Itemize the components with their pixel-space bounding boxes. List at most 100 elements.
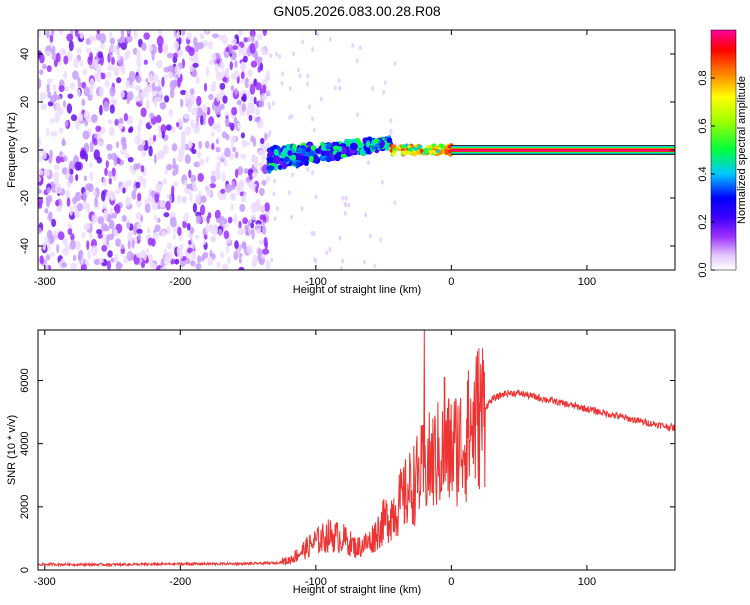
heatmap-speckle <box>47 78 53 84</box>
heatmap-speckle <box>255 220 262 226</box>
heatmap-speckle <box>301 39 305 45</box>
heatmap-speckle <box>311 170 314 176</box>
heatmap-speckle <box>174 65 181 75</box>
y-tick-label: 2000 <box>19 495 31 519</box>
heatmap-speckle <box>46 83 50 94</box>
heatmap-speckle <box>125 35 133 43</box>
heatmap-blob <box>301 147 306 155</box>
heatmap-speckle <box>225 117 230 128</box>
heatmap-speckle <box>298 73 302 79</box>
heatmap-speckle <box>50 130 58 137</box>
colorbar-label: Normalized spectral amplitude <box>736 76 748 224</box>
heatmap-speckle <box>221 263 229 270</box>
heatmap-speckle <box>208 93 214 101</box>
heatmap-speckle <box>179 73 183 83</box>
heatmap-speckle <box>171 126 176 134</box>
heatmap-speckle <box>249 42 256 54</box>
heatmap-speckle <box>42 241 46 251</box>
heatmap-speckle <box>191 69 198 78</box>
heatmap-speckle <box>61 262 68 268</box>
heatmap-speckle <box>38 155 43 163</box>
heatmap-speckle <box>232 146 237 153</box>
heatmap-speckle <box>190 260 196 267</box>
heatmap-speckle <box>190 174 197 184</box>
heatmap-speckle <box>55 199 60 207</box>
heatmap-speckle <box>258 100 265 108</box>
heatmap-speckle <box>380 179 384 185</box>
carrier-band <box>451 150 675 152</box>
heatmap-speckle <box>143 177 147 189</box>
heatmap-speckle <box>82 130 90 140</box>
heatmap-speckle <box>48 211 53 222</box>
heatmap-speckle <box>220 61 225 70</box>
heatmap-speckle <box>162 43 169 53</box>
heatmap-speckle <box>227 216 233 224</box>
snr-ylabel: SNR (10 * v/v) <box>6 415 18 485</box>
heatmap-speckle <box>125 80 130 89</box>
heatmap-speckle <box>135 181 141 189</box>
heatmap-speckle <box>222 95 228 104</box>
heatmap-speckle <box>109 207 113 216</box>
heatmap-speckle <box>83 200 88 211</box>
heatmap-speckle <box>83 223 91 231</box>
y-tick-label: 0 <box>19 567 31 573</box>
heatmap-speckle <box>259 214 266 221</box>
heatmap-speckle <box>38 136 41 148</box>
heatmap-speckle <box>87 55 93 66</box>
heatmap-speckle <box>165 124 172 131</box>
heatmap-speckle <box>38 197 44 206</box>
heatmap-speckle <box>258 187 265 196</box>
spectrogram-ylabel: Frequency (Hz) <box>6 112 18 188</box>
heatmap-blob <box>411 152 417 157</box>
heatmap-speckle <box>255 198 261 205</box>
heatmap-speckle <box>247 69 253 78</box>
carrier-band <box>451 145 675 147</box>
heatmap-speckle <box>46 187 51 194</box>
heatmap-speckle <box>49 34 54 43</box>
heatmap-speckle <box>234 151 239 159</box>
heatmap-speckle <box>237 166 244 176</box>
heatmap-speckle <box>257 248 263 257</box>
heatmap-blob <box>320 150 327 157</box>
heatmap-speckle <box>246 245 253 255</box>
heatmap-speckle <box>151 81 156 92</box>
heatmap-speckle <box>98 258 104 264</box>
heatmap-speckle <box>270 257 274 263</box>
heatmap-speckle <box>236 99 242 106</box>
heatmap-speckle <box>96 156 103 164</box>
heatmap-speckle <box>177 226 182 236</box>
heatmap-speckle <box>224 183 232 193</box>
heatmap-speckle <box>45 198 51 208</box>
heatmap-speckle <box>126 222 131 229</box>
heatmap-speckle <box>343 210 347 216</box>
heatmap-blob <box>401 150 407 155</box>
heatmap-speckle <box>162 178 168 185</box>
heatmap-speckle <box>205 30 209 34</box>
heatmap-speckle <box>61 167 69 175</box>
heatmap-speckle <box>149 262 157 269</box>
heatmap-speckle <box>262 84 267 94</box>
heatmap-speckle <box>120 244 125 250</box>
heatmap-speckle <box>272 191 276 197</box>
heatmap-blob <box>325 150 331 156</box>
heatmap-speckle <box>137 233 141 240</box>
heatmap-speckle <box>139 91 145 98</box>
heatmap-speckle <box>200 204 206 216</box>
heatmap-speckle <box>145 98 150 110</box>
heatmap-speckle <box>81 81 87 89</box>
heatmap-speckle <box>68 40 74 52</box>
heatmap-speckle <box>141 150 147 158</box>
heatmap-speckle <box>49 94 57 103</box>
heatmap-speckle <box>382 90 386 95</box>
heatmap-speckle <box>169 88 175 99</box>
heatmap-speckle <box>211 123 217 130</box>
heatmap-speckle <box>224 147 231 158</box>
heatmap-blob <box>434 145 439 150</box>
heatmap-speckle <box>119 35 126 45</box>
heatmap-speckle <box>218 34 223 41</box>
heatmap-speckle <box>163 74 168 80</box>
heatmap-speckle <box>140 261 146 269</box>
heatmap-speckle <box>38 188 42 194</box>
heatmap-speckle <box>67 223 72 229</box>
